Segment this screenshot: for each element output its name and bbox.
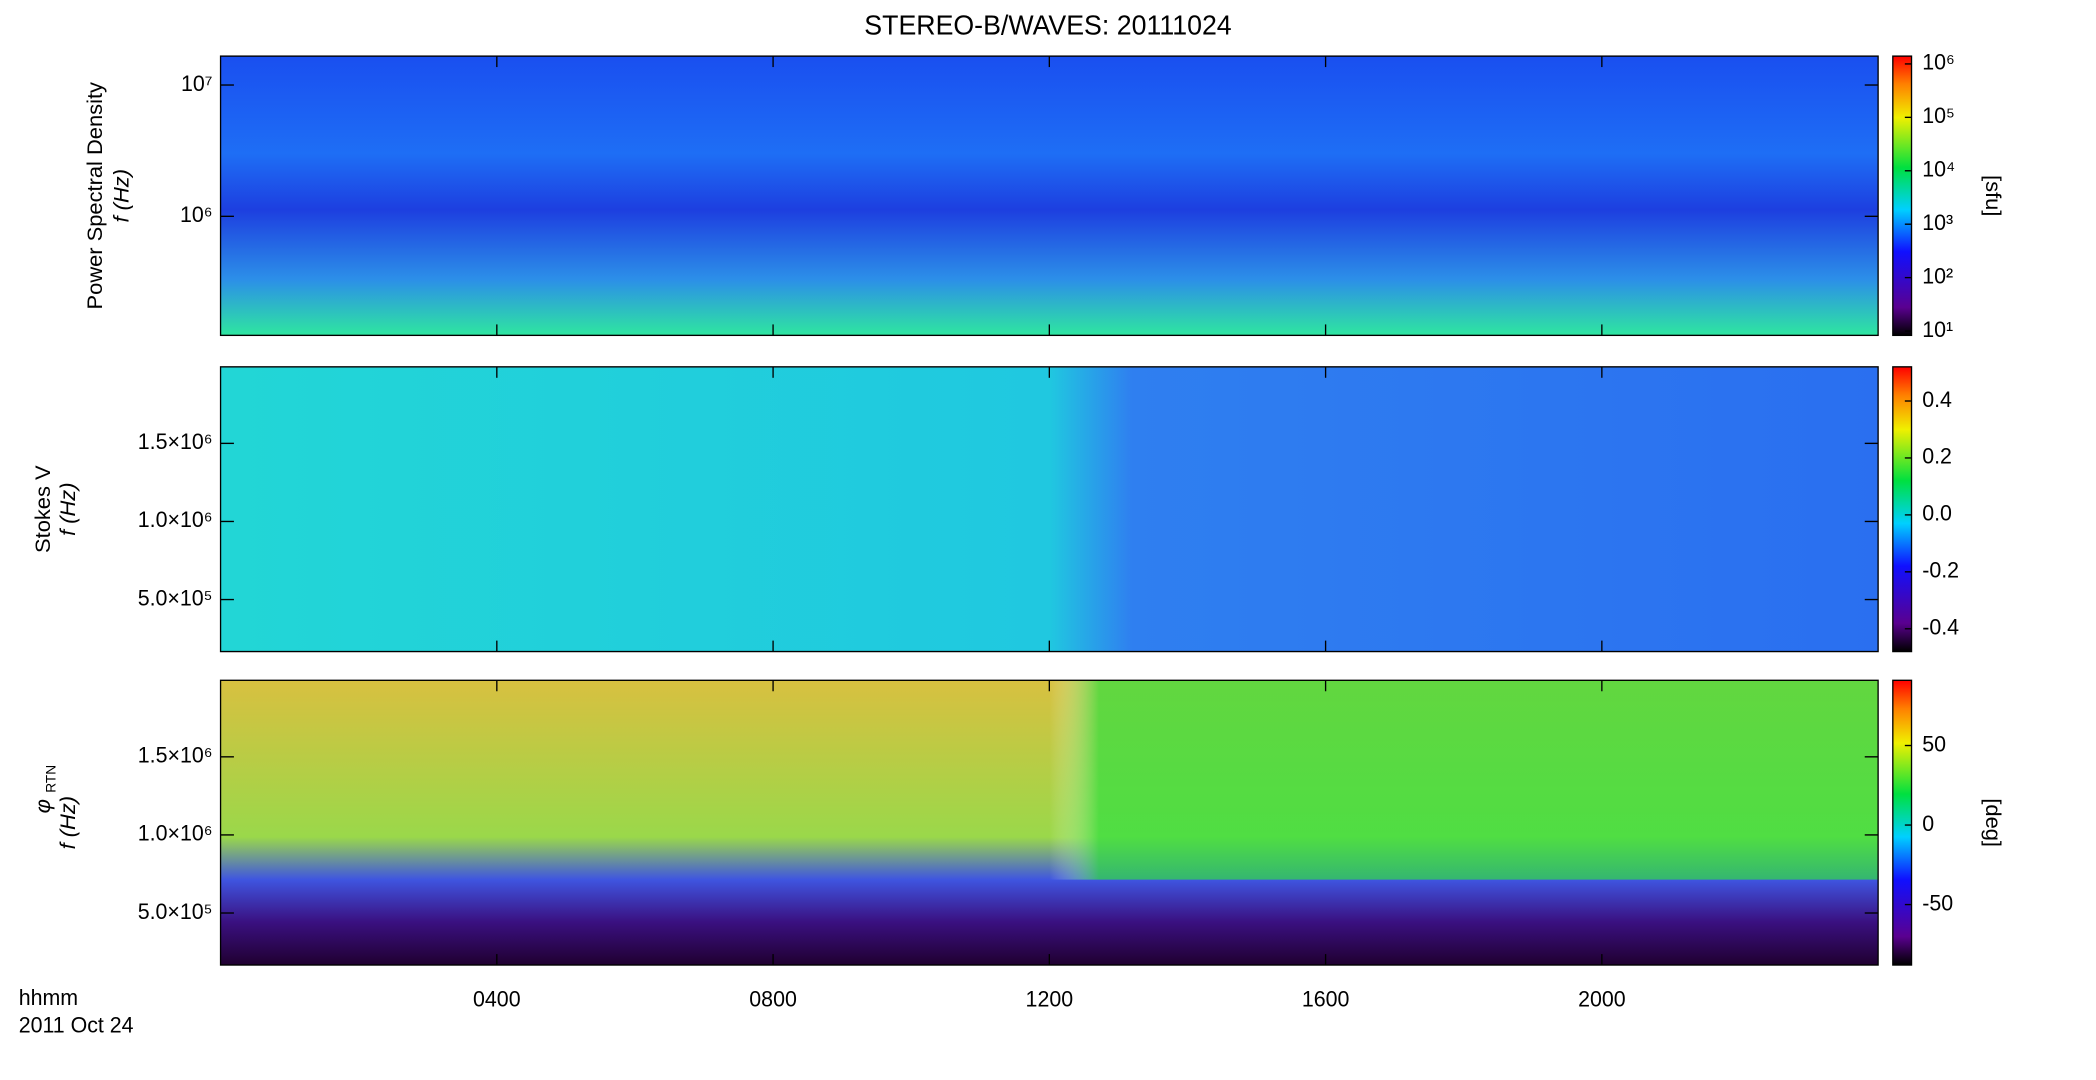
spectrogram-image <box>220 680 1879 880</box>
y-tick-label: 10⁷ <box>181 71 213 96</box>
colorbar-tick-label: 10⁵ <box>1922 103 1955 128</box>
y-tick-label: 1.5×10⁶ <box>138 742 213 767</box>
x-tick-label: 2000 <box>1578 986 1626 1011</box>
x-tick-label: 1600 <box>1302 986 1350 1011</box>
colorbar <box>1892 366 1912 652</box>
y-axis-label: f (Hz) <box>55 482 80 535</box>
colorbar-frame <box>1892 366 1913 653</box>
colorbar-tick-label: -0.2 <box>1922 557 1959 582</box>
y-tick-label: 5.0×10⁵ <box>138 899 213 924</box>
y-axis-label: Power Spectral Density <box>82 82 107 310</box>
colorbar-tick-label: -0.4 <box>1922 614 1959 639</box>
colorbar-label: [deg] <box>1981 798 2006 847</box>
colorbar-tick-label: 10² <box>1922 263 1953 288</box>
y-axis-label: φ <box>30 799 55 813</box>
colorbar-tick-label: 0.4 <box>1922 387 1952 412</box>
x-tick-label: 0400 <box>473 986 521 1011</box>
colorbar <box>1892 56 1912 336</box>
y-axis-label: f (Hz) <box>109 169 134 222</box>
x-axis-label: hhmm <box>19 985 78 1010</box>
y-axis-label: f (Hz) <box>55 796 80 849</box>
colorbar-label: [sfu] <box>1981 175 2006 216</box>
colorbar-tick-label: 10⁶ <box>1922 49 1955 74</box>
spectrogram-image <box>220 56 1879 336</box>
x-tick-label: 0800 <box>749 986 797 1011</box>
colorbar-tick-label: 10⁴ <box>1922 156 1955 181</box>
y-tick-label: 1.0×10⁶ <box>138 507 213 532</box>
y-axis-label: Stokes V <box>30 465 55 553</box>
chart-title: STEREO-B/WAVES: 20111024 <box>864 10 1231 40</box>
colorbar-tick-label: -50 <box>1922 890 1953 915</box>
colorbar-tick-label: 50 <box>1922 731 1946 756</box>
colorbar-tick-label: 0.0 <box>1922 500 1952 525</box>
colorbar-frame <box>1892 679 1913 966</box>
y-tick-label: 1.5×10⁶ <box>138 429 213 454</box>
y-tick-label: 10⁶ <box>180 202 213 227</box>
spectrogram-image <box>220 366 1879 652</box>
colorbar-frame <box>1892 55 1913 337</box>
y-tick-label: 5.0×10⁵ <box>138 585 213 610</box>
colorbar-tick-label: 10¹ <box>1922 317 1953 342</box>
colorbar-tick-label: 10³ <box>1922 210 1953 235</box>
colorbar-tick-label: 0 <box>1922 811 1934 836</box>
colorbar-tick-label: 0.2 <box>1922 444 1952 469</box>
x-tick-label: 1200 <box>1026 986 1074 1011</box>
y-axis-label: RTN <box>44 765 59 793</box>
colorbar <box>1892 680 1912 966</box>
y-tick-label: 1.0×10⁶ <box>138 820 213 845</box>
date-label: 2011 Oct 24 <box>19 1012 134 1037</box>
